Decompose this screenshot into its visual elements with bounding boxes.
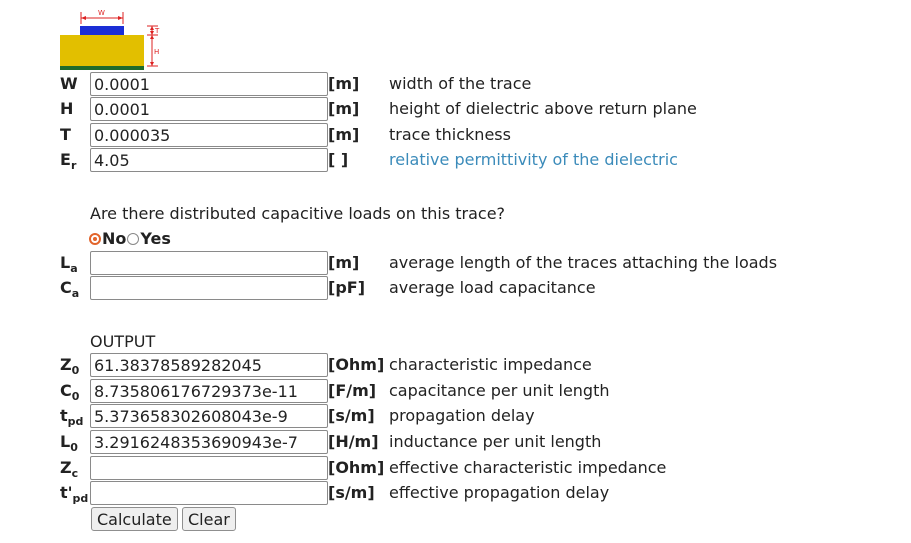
radio-yes-label[interactable]: Yes	[140, 229, 171, 248]
loads-radio-group: No Yes	[89, 229, 172, 248]
symbol-ca: Ca	[60, 278, 80, 301]
unit-label: [Ohm]	[328, 458, 385, 477]
description-label: trace thickness	[389, 125, 511, 144]
symbol-t: T	[60, 125, 71, 144]
input-row-er: Er [ ] relative permittivity of the diel…	[0, 148, 911, 172]
output-row-tpd: tpd [s/m] propagation delay	[0, 404, 911, 428]
description-label: effective characteristic impedance	[389, 458, 667, 477]
trace-rect	[80, 26, 124, 35]
description-label: inductance per unit length	[389, 432, 602, 451]
width-input[interactable]	[90, 72, 328, 96]
load-capacitance-input[interactable]	[90, 276, 328, 300]
unit-label: [m]	[328, 253, 360, 272]
description-label: height of dielectric above return plane	[389, 99, 697, 118]
radio-no-label[interactable]: No	[102, 229, 127, 248]
radio-no[interactable]	[89, 232, 101, 245]
capacitance-output[interactable]	[90, 379, 328, 403]
description-label: capacitance per unit length	[389, 381, 610, 400]
symbol-z0: Z0	[60, 355, 80, 378]
h-dimension-label: H	[154, 48, 159, 56]
unit-label: [m]	[328, 99, 360, 118]
radio-yes[interactable]	[127, 232, 140, 245]
symbol-l0: L0	[60, 432, 78, 455]
unit-label: [ ]	[328, 150, 349, 169]
symbol-c0: C0	[60, 381, 80, 404]
unit-label: [m]	[328, 125, 360, 144]
symbol-tpd-eff: t'pd	[60, 483, 89, 506]
microstrip-diagram: W T H	[60, 9, 160, 70]
output-row-zc: Zc [Ohm] effective characteristic impeda…	[0, 456, 911, 480]
unit-label: [H/m]	[328, 432, 379, 451]
loads-question: Are there distributed capacitive loads o…	[90, 204, 506, 223]
unit-label: [F/m]	[328, 381, 377, 400]
input-row-t: T [m] trace thickness	[0, 123, 911, 147]
description-label: effective propagation delay	[389, 483, 610, 502]
input-row-h: H [m] height of dielectric above return …	[0, 97, 911, 121]
inductance-output[interactable]	[90, 430, 328, 454]
impedance-output[interactable]	[90, 353, 328, 377]
propagation-delay-output[interactable]	[90, 404, 328, 428]
symbol-w: W	[60, 74, 78, 93]
unit-label: [Ohm]	[328, 355, 385, 374]
symbol-h: H	[60, 99, 74, 118]
symbol-tpd: tpd	[60, 406, 84, 429]
permittivity-link[interactable]: relative permittivity of the dielectric	[389, 150, 678, 169]
output-row-l0: L0 [H/m] inductance per unit length	[0, 430, 911, 454]
clear-button[interactable]: Clear	[182, 507, 236, 531]
calculate-button[interactable]: Calculate	[91, 507, 178, 531]
effective-delay-output[interactable]	[90, 481, 328, 505]
dielectric-rect	[60, 35, 144, 66]
w-dimension-label: W	[98, 9, 105, 17]
input-row-w: W [m] width of the trace	[0, 72, 911, 96]
description-label: characteristic impedance	[389, 355, 592, 374]
symbol-zc: Zc	[60, 458, 79, 481]
permittivity-input[interactable]	[90, 148, 328, 172]
unit-label: [pF]	[328, 278, 366, 297]
height-input[interactable]	[90, 97, 328, 121]
description-label: propagation delay	[389, 406, 535, 425]
load-row-la: La [m] average length of the traces atta…	[0, 251, 911, 275]
output-row-c0: C0 [F/m] capacitance per unit length	[0, 379, 911, 403]
description-label: width of the trace	[389, 74, 532, 93]
ground-plane-rect	[60, 66, 144, 70]
symbol-la: La	[60, 253, 78, 276]
description-label: average load capacitance	[389, 278, 596, 297]
output-heading: OUTPUT	[90, 332, 156, 351]
symbol-er: Er	[60, 150, 77, 173]
effective-impedance-output[interactable]	[90, 456, 328, 480]
load-row-ca: Ca [pF] average load capacitance	[0, 276, 911, 300]
unit-label: [s/m]	[328, 406, 375, 425]
t-dimension-label: T	[154, 27, 160, 35]
unit-label: [m]	[328, 74, 360, 93]
load-length-input[interactable]	[90, 251, 328, 275]
output-row-z0: Z0 [Ohm] characteristic impedance	[0, 353, 911, 377]
description-label: average length of the traces attaching t…	[389, 253, 778, 272]
output-row-tpd-eff: t'pd [s/m] effective propagation delay	[0, 481, 911, 505]
thickness-input[interactable]	[90, 123, 328, 147]
unit-label: [s/m]	[328, 483, 375, 502]
